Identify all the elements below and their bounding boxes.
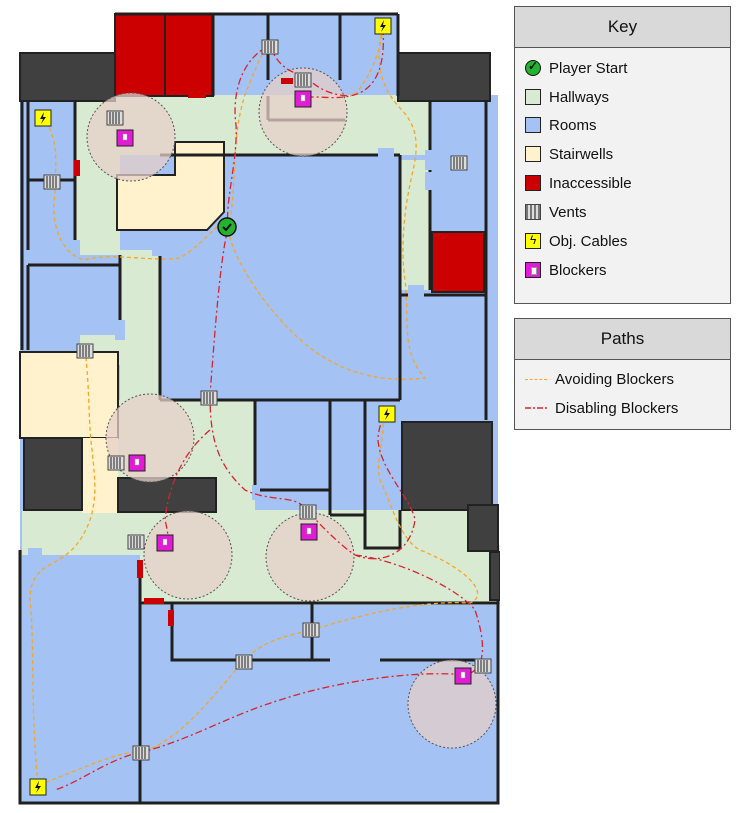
vent-icon bbox=[127, 534, 145, 550]
legend-label: Rooms bbox=[549, 116, 597, 134]
vent-icon bbox=[261, 39, 279, 55]
dark-blocks bbox=[19, 52, 500, 601]
legend-label: Avoiding Blockers bbox=[555, 370, 674, 388]
cable-icon bbox=[378, 405, 396, 423]
legend-label: Stairwells bbox=[549, 145, 614, 163]
blocker-icon bbox=[525, 262, 541, 278]
vent-icon bbox=[294, 72, 312, 88]
blocker-icon bbox=[294, 90, 312, 108]
blocker-radii bbox=[86, 67, 497, 749]
cable-icon bbox=[374, 17, 392, 35]
blocker-icon bbox=[156, 534, 174, 552]
cable-icon bbox=[525, 233, 541, 249]
vent-icon bbox=[525, 204, 541, 220]
legend-blockers: Blockers bbox=[525, 259, 607, 281]
avoiding-blockers-path bbox=[29, 27, 479, 786]
legend-label: Vents bbox=[549, 203, 587, 221]
key-panel: Key Player Start Hallways Rooms Stairwel… bbox=[514, 6, 731, 304]
inaccessible-swatch bbox=[525, 175, 541, 191]
legend-label: Obj. Cables bbox=[549, 232, 628, 250]
blocker-icon bbox=[128, 454, 146, 472]
legend-disabling-path: Disabling Blockers bbox=[525, 397, 678, 419]
floor-map bbox=[18, 12, 500, 805]
vent-icon bbox=[474, 658, 492, 674]
blockers bbox=[116, 90, 472, 685]
player-start-icon bbox=[217, 217, 237, 237]
doorways bbox=[28, 148, 435, 556]
legend-hallways: Hallways bbox=[525, 86, 609, 108]
vent-icon bbox=[107, 455, 125, 471]
player-start-icon bbox=[525, 59, 541, 76]
cable-icon bbox=[34, 109, 52, 127]
paths-panel: Paths Avoiding Blockers Disabling Blocke… bbox=[514, 318, 731, 430]
vent-icon bbox=[299, 504, 317, 520]
stairwell-swatch bbox=[525, 146, 541, 162]
legend-player-start: Player Start bbox=[525, 57, 627, 79]
vent-icon bbox=[76, 343, 94, 359]
blocker-icon bbox=[116, 129, 134, 147]
disabling-line-swatch bbox=[525, 407, 547, 409]
legend-stairwells: Stairwells bbox=[525, 143, 613, 165]
legend-label: Inaccessible bbox=[549, 174, 632, 192]
vent-icon bbox=[235, 654, 253, 670]
cables bbox=[29, 17, 396, 796]
red-door-markers bbox=[74, 78, 293, 626]
cable-icon bbox=[29, 778, 47, 796]
legend-avoiding-path: Avoiding Blockers bbox=[525, 368, 674, 390]
vent-icon bbox=[302, 622, 320, 638]
legend-vents: Vents bbox=[525, 201, 587, 223]
legend-label: Player Start bbox=[549, 59, 628, 77]
key-title: Key bbox=[515, 7, 730, 48]
vent-icon bbox=[450, 155, 468, 171]
legend-inaccessible: Inaccessible bbox=[525, 172, 632, 194]
legend-cables: Obj. Cables bbox=[525, 230, 627, 252]
paths-title: Paths bbox=[515, 319, 730, 360]
room-swatch bbox=[525, 117, 541, 133]
vents bbox=[43, 39, 492, 761]
vent-icon bbox=[106, 110, 124, 126]
legend-label: Disabling Blockers bbox=[555, 399, 679, 417]
inaccessible-areas bbox=[114, 13, 485, 293]
vent-icon bbox=[200, 390, 218, 406]
legend-rooms: Rooms bbox=[525, 114, 597, 136]
hallway-swatch bbox=[525, 89, 541, 105]
vent-icon bbox=[43, 174, 61, 190]
legend-label: Hallways bbox=[549, 88, 610, 106]
vent-icon bbox=[132, 745, 150, 761]
avoiding-line-swatch bbox=[525, 378, 547, 380]
blocker-icon bbox=[300, 523, 318, 541]
legend-label: Blockers bbox=[549, 261, 607, 279]
blocker-icon bbox=[454, 667, 472, 685]
